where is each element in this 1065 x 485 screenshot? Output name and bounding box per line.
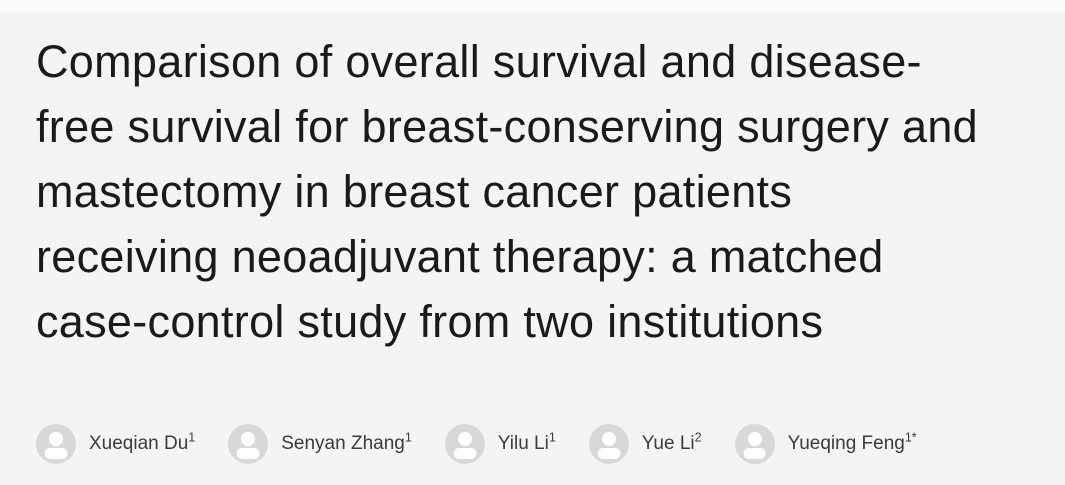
person-icon [457,431,472,446]
avatar [228,424,269,464]
title-line-4: receiving neoadjuvant therapy: a matched [36,231,884,282]
person-icon [49,431,63,446]
paper-title: Comparison of overall survival and disea… [36,29,1065,354]
title-line-1: Comparison of overall survival and disea… [36,36,922,87]
person-icon [747,431,762,446]
author-affiliation-superscript: 1* [904,430,917,445]
author-affiliation-superscript: 1 [548,430,556,445]
top-strip [0,0,1065,11]
person-icon [241,431,256,446]
person-icon [601,431,616,446]
author-name: Xueqian Du1 [89,430,196,454]
title-line-5: case-control study from two institutions [36,296,824,347]
author-affiliation-superscript: 1 [404,430,412,445]
author-affiliation-superscript: 2 [694,430,702,445]
author-affiliation-superscript: 1 [188,430,196,445]
author-name: Yue Li2 [641,430,702,454]
author-chip[interactable]: Senyan Zhang1 [228,424,412,464]
article-header: Comparison of overall survival and disea… [36,29,1065,464]
author-list: Xueqian Du1 Senyan Zhang1 Yilu Li1 Yue L… [36,424,1065,464]
title-line-2: free survival for breast-conserving surg… [36,101,979,152]
avatar [36,424,76,464]
title-line-3: mastectomy in breast cancer patients [36,166,793,217]
author-chip[interactable]: Yue Li2 [588,424,702,464]
author-name: Yueqing Feng1* [787,430,917,454]
avatar [444,424,485,464]
avatar [734,424,775,464]
author-name: Yilu Li1 [497,430,556,454]
author-chip[interactable]: Yueqing Feng1* [734,424,917,464]
author-chip[interactable]: Yilu Li1 [444,424,556,464]
avatar [588,424,629,464]
author-chip[interactable]: Xueqian Du1 [36,424,195,464]
author-name: Senyan Zhang1 [281,430,412,454]
